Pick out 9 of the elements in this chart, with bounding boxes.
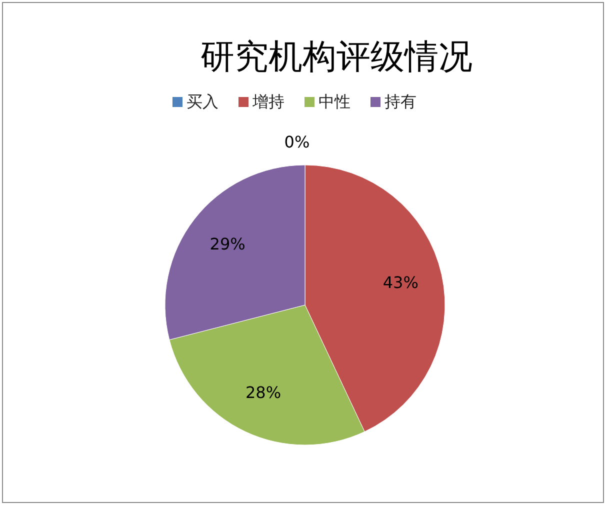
legend-label: 买入: [186, 92, 218, 111]
data-label: 43%: [382, 272, 418, 292]
legend-label: 增持: [252, 92, 284, 111]
chart-title: 研究机构评级情况: [200, 37, 472, 77]
data-label: 28%: [245, 383, 282, 402]
legend-label: 持有: [384, 92, 416, 111]
text: 0%: [284, 132, 310, 152]
data-label: 29%: [210, 234, 246, 254]
legend-label: 中性: [318, 92, 350, 111]
